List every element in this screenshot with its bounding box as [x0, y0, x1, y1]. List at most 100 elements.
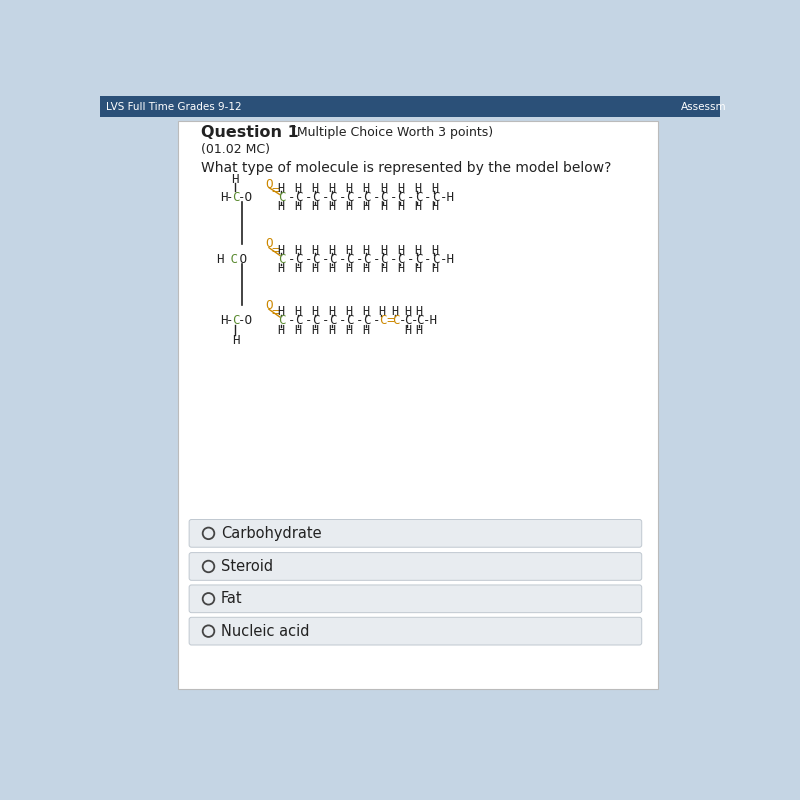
Text: H: H [278, 262, 285, 275]
Text: H: H [378, 305, 386, 318]
Text: C: C [432, 191, 439, 204]
Text: C: C [346, 314, 354, 327]
Text: C: C [312, 314, 320, 327]
Text: H: H [311, 262, 318, 275]
Text: H: H [346, 323, 353, 337]
Text: C: C [223, 253, 238, 266]
Text: H: H [404, 305, 411, 318]
Text: -: - [410, 314, 418, 327]
Text: C: C [416, 314, 424, 327]
Text: Nucleic acid: Nucleic acid [221, 624, 310, 638]
FancyBboxPatch shape [189, 553, 642, 580]
Text: C: C [232, 191, 239, 204]
Text: What type of molecule is represented by the model below?: What type of molecule is represented by … [201, 162, 611, 175]
Text: -: - [373, 253, 380, 266]
Text: -: - [390, 191, 398, 204]
Text: -: - [356, 314, 363, 327]
Text: O: O [232, 253, 246, 266]
Text: H: H [362, 200, 370, 214]
Text: =: = [271, 184, 279, 198]
Text: H: H [278, 323, 285, 337]
Text: C: C [392, 314, 400, 327]
Text: -H: -H [439, 253, 454, 266]
Text: H: H [397, 200, 404, 214]
Text: C: C [398, 191, 405, 204]
Text: H: H [431, 262, 438, 275]
Text: O: O [265, 299, 273, 312]
Text: H: H [380, 243, 387, 257]
Text: -: - [287, 253, 295, 266]
Text: H: H [329, 182, 336, 195]
Text: C: C [381, 253, 388, 266]
Text: Steroid: Steroid [221, 559, 273, 574]
Text: H: H [329, 200, 336, 214]
Text: -: - [373, 314, 380, 327]
Text: O: O [265, 238, 273, 250]
Text: -: - [287, 191, 295, 204]
Text: H: H [404, 323, 411, 337]
Text: C: C [346, 253, 354, 266]
Text: C: C [381, 191, 388, 204]
Text: H: H [231, 173, 238, 186]
Text: H: H [346, 200, 353, 214]
Text: H: H [346, 243, 353, 257]
Text: C: C [330, 191, 337, 204]
Text: H: H [380, 200, 387, 214]
FancyBboxPatch shape [178, 121, 658, 689]
Text: C: C [414, 253, 422, 266]
Text: -: - [424, 253, 431, 266]
Text: H: H [380, 262, 387, 275]
Text: C: C [278, 314, 286, 327]
Text: -: - [338, 314, 346, 327]
Text: -: - [356, 253, 363, 266]
Text: H: H [362, 262, 370, 275]
Text: H: H [397, 262, 404, 275]
Text: -H: -H [422, 314, 438, 327]
Text: H: H [414, 182, 421, 195]
Text: -: - [287, 314, 295, 327]
Text: LVS Full Time Grades 9-12: LVS Full Time Grades 9-12 [106, 102, 242, 112]
Text: H: H [362, 323, 370, 337]
Text: C: C [398, 253, 405, 266]
Text: =: = [271, 306, 279, 319]
Text: (01.02 MC): (01.02 MC) [201, 143, 270, 157]
Text: H: H [216, 253, 224, 266]
Text: H: H [278, 305, 285, 318]
Text: -O: -O [238, 314, 253, 327]
Text: H: H [278, 200, 285, 214]
Text: H: H [329, 305, 336, 318]
Text: -: - [338, 253, 346, 266]
Text: H: H [362, 182, 370, 195]
Text: -: - [226, 314, 234, 327]
Text: C: C [295, 253, 302, 266]
Text: C: C [330, 253, 337, 266]
Text: -O: -O [238, 191, 253, 204]
Text: Assessm: Assessm [682, 102, 727, 112]
Text: H: H [431, 243, 438, 257]
Text: C: C [232, 314, 239, 327]
Text: C: C [295, 191, 302, 204]
Text: H: H [311, 305, 318, 318]
Text: H: H [329, 262, 336, 275]
Text: -: - [390, 253, 398, 266]
Text: C: C [330, 314, 337, 327]
Text: -: - [305, 191, 312, 204]
Text: C: C [363, 253, 371, 266]
Text: H: H [415, 305, 422, 318]
Text: H: H [362, 243, 370, 257]
Text: -: - [226, 191, 234, 204]
Text: C: C [295, 314, 302, 327]
Text: H: H [232, 334, 239, 347]
Text: H: H [220, 314, 228, 327]
Text: -: - [322, 191, 329, 204]
Text: H: H [294, 323, 302, 337]
FancyBboxPatch shape [189, 585, 642, 613]
Bar [100, 96, 720, 117]
Text: C: C [278, 191, 286, 204]
Text: O: O [265, 178, 273, 191]
Text: =: = [271, 244, 279, 258]
Text: C: C [278, 253, 286, 266]
Text: H: H [415, 323, 422, 337]
Text: H: H [278, 243, 285, 257]
Text: C: C [363, 191, 371, 204]
